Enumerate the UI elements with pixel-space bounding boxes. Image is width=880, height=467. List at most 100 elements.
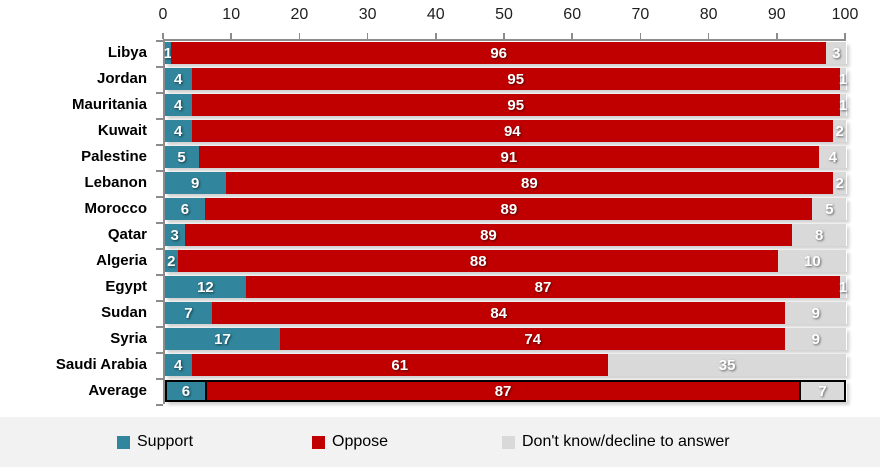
bar-qatar: 3 89 8 [164,224,847,246]
bar-value-label: 2 [167,252,176,270]
segment-support: 7 [164,302,213,324]
bar-palestine: 5 91 4 [164,146,847,168]
bar-value-label: 2 [835,122,844,140]
category-label: Average [88,382,147,399]
y-axis-line [163,39,165,404]
segment-oppose: 89 [184,224,792,246]
bar-mauritania: 4 95 1 [164,94,848,116]
segment-support: 1 [164,42,172,64]
y-axis-tick [156,352,163,354]
segment-oppose: 61 [191,354,608,376]
segment-support: 4 [164,94,192,116]
bar-value-label: 17 [214,330,231,348]
category-label: Kuwait [97,122,147,139]
bar-value-label: 3 [832,44,841,62]
x-axis-tick [503,33,505,39]
category-label: Algeria [96,252,147,269]
category-label: Palestine [81,148,147,165]
bar-average: 6 87 7 [164,380,847,402]
bar-value-label: 5 [825,200,834,218]
segment-oppose: 89 [225,172,833,194]
segment-don't: 2 [832,172,847,194]
bar-libya: 1 96 3 [164,42,847,64]
bar-syria: 17 74 9 [164,328,847,350]
legend-label: Don't know/decline to answer [522,433,730,450]
bar-value-label: 87 [534,278,552,296]
segment-oppose: 74 [280,328,786,350]
segment-oppose: 95 [191,94,840,116]
segment-oppose: 88 [178,250,779,272]
segment-oppose: 94 [191,120,833,142]
x-axis-tick-label: 10 [222,6,241,23]
bar-value-label: 95 [507,70,525,88]
bar-value-label: 91 [500,148,518,166]
bar-value-label: 88 [469,252,487,270]
x-axis-tick-label: 70 [631,6,650,23]
bar-egypt: 12 87 1 [164,276,848,298]
category-label: Libya [107,44,147,61]
segment-support: 5 [164,146,199,168]
category-label: Syria [110,330,147,347]
segment-support: 4 [164,120,192,142]
legend: Support Oppose Don't know/decline to answe… [0,417,880,467]
x-axis-tick-label: 60 [563,6,582,23]
x-axis-tick-label: 50 [495,6,513,23]
bar-value-label: 4 [828,148,837,166]
bar-value-label: 89 [480,226,497,244]
legend-label: Oppose [332,433,389,450]
bar-morocco: 6 89 5 [164,198,847,220]
segment-don't: 1 [838,94,848,116]
x-axis-tick [844,33,846,39]
bar-saudi-arabia: 4 61 35 [164,354,847,376]
x-axis-tick [162,33,164,39]
legend-item-support: Support [117,433,193,451]
x-axis-tick [776,33,778,39]
bar-value-label: 74 [524,330,542,348]
bar-value-label: 5 [177,148,186,166]
x-axis-tick [298,33,301,39]
segment-support: 6 [164,198,206,220]
x-axis-line [163,39,846,41]
bar-value-label: 6 [180,200,190,218]
category-label: Sudan [101,304,147,321]
segment-don't: 2 [832,120,847,142]
bar-lebanon: 9 89 2 [164,172,847,194]
segment-support: 3 [164,224,185,246]
segment-don't: 9 [785,302,847,324]
segment-oppose: 87 [246,276,840,298]
segment-don't: 4 [819,146,847,168]
segment-oppose: 91 [198,146,820,168]
x-axis-tick-label: 90 [767,6,786,23]
bar-value-label: 1 [838,70,848,88]
y-axis-tick [156,300,163,302]
y-axis-tick [156,326,163,328]
bar-value-label: 7 [184,304,193,322]
legend-item-oppose: Oppose [312,433,388,451]
bar-value-label: 61 [391,356,409,374]
segment-oppose: 87 [205,380,799,402]
bar-value-label: 9 [811,304,820,322]
y-axis-tick [156,248,163,250]
x-axis-tick-label: 100 [831,6,859,23]
legend-swatch-icon [502,435,515,449]
y-axis-tick [156,170,163,172]
bar-value-label: 4 [173,356,183,374]
legend-label: Support [137,433,194,450]
category-label: Qatar [107,226,147,243]
x-axis-tick [571,33,573,39]
bar-value-label: 2 [835,174,844,192]
bar-value-label: 8 [815,226,824,244]
segment-don't: 10 [778,250,847,272]
category-label: Egypt [105,278,147,295]
bar-value-label: 6 [181,382,191,400]
segment-oppose: 95 [191,68,840,90]
bar-value-label: 3 [170,226,179,244]
bar-value-label: 7 [818,382,827,400]
bar-value-label: 94 [503,122,521,140]
x-axis-tick-label: 40 [426,6,445,23]
bar-value-label: 87 [494,382,512,400]
segment-support: 17 [164,328,281,350]
bar-value-label: 1 [838,278,848,296]
bar-value-label: 1 [838,96,848,114]
